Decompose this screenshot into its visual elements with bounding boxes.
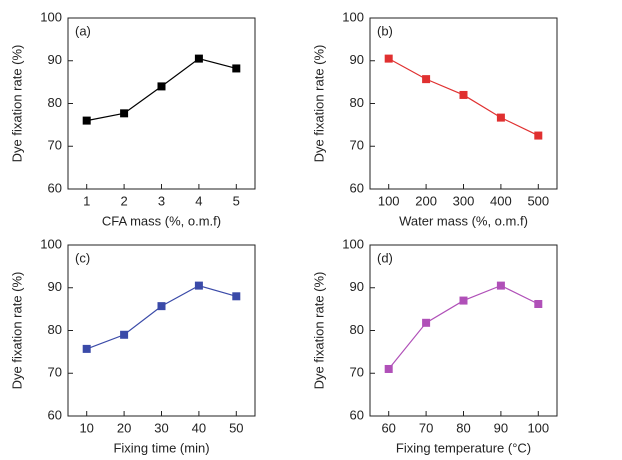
x-tick-label: 400 [490,193,512,208]
x-axis-label: CFA mass (%, o.m.f) [102,213,221,228]
y-tick-label: 70 [350,365,364,380]
plot-frame [67,244,256,417]
marker [496,113,505,122]
marker [534,299,543,308]
x-tick-label: 100 [378,193,400,208]
marker [120,109,129,118]
x-tick-label: 300 [453,193,475,208]
marker [496,281,505,290]
y-tick-label: 70 [48,138,62,153]
plot-frame [369,244,558,417]
x-tick-label: 10 [79,420,93,435]
x-axis-label: Fixing time (min) [113,440,209,455]
series-line [86,284,237,350]
marker [459,296,468,305]
x-tick-label: 70 [419,420,433,435]
marker [82,116,91,125]
marker [120,330,129,339]
panel-label: (c) [75,250,90,265]
y-tick-label: 100 [40,236,62,251]
marker [157,82,166,91]
y-tick-label: 70 [48,365,62,380]
x-tick-label: 2 [120,193,127,208]
marker [459,90,468,99]
y-tick-label: 60 [48,180,62,195]
y-tick-label: 100 [40,9,62,24]
y-tick-label: 90 [48,279,62,294]
marker [232,292,241,301]
x-tick-label: 30 [154,420,168,435]
panel-label: (b) [377,23,393,38]
marker [384,364,393,373]
y-axis-label: Dye fixation rate (%) [311,45,326,163]
x-tick-label: 60 [381,420,395,435]
x-tick-label: 80 [456,420,470,435]
marker [422,75,431,84]
x-tick-label: 4 [195,193,202,208]
x-tick-label: 50 [229,420,243,435]
marker [232,64,241,73]
plot-frame [67,17,256,190]
y-tick-label: 70 [350,138,364,153]
x-tick-label: 3 [158,193,165,208]
y-tick-label: 80 [48,322,62,337]
y-tick-label: 100 [342,9,364,24]
y-tick-label: 80 [350,95,364,110]
marker [194,54,203,63]
y-tick-label: 80 [350,322,364,337]
x-tick-label: 5 [233,193,240,208]
y-tick-label: 60 [350,180,364,195]
marker [157,302,166,311]
x-tick-label: 500 [527,193,549,208]
x-axis-label: Fixing temperature (°C) [396,440,531,455]
plot-frame [369,17,558,190]
y-tick-label: 80 [48,95,62,110]
marker [194,281,203,290]
marker [82,344,91,353]
y-tick-label: 60 [48,407,62,422]
marker [384,54,393,63]
marker [422,318,431,327]
x-tick-label: 20 [117,420,131,435]
x-tick-label: 90 [494,420,508,435]
y-axis-label: Dye fixation rate (%) [9,272,24,390]
x-tick-label: 200 [415,193,437,208]
y-tick-label: 90 [350,279,364,294]
y-tick-label: 100 [342,236,364,251]
panel-label: (a) [75,23,91,38]
x-tick-label: 1 [83,193,90,208]
y-tick-label: 90 [48,52,62,67]
x-tick-label: 100 [527,420,549,435]
panel-label: (d) [377,250,393,265]
marker [534,131,543,140]
y-axis-label: Dye fixation rate (%) [311,272,326,390]
x-axis-label: Water mass (%, o.m.f) [399,213,528,228]
x-tick-label: 40 [192,420,206,435]
y-tick-label: 90 [350,52,364,67]
y-axis-label: Dye fixation rate (%) [9,45,24,163]
y-tick-label: 60 [350,407,364,422]
